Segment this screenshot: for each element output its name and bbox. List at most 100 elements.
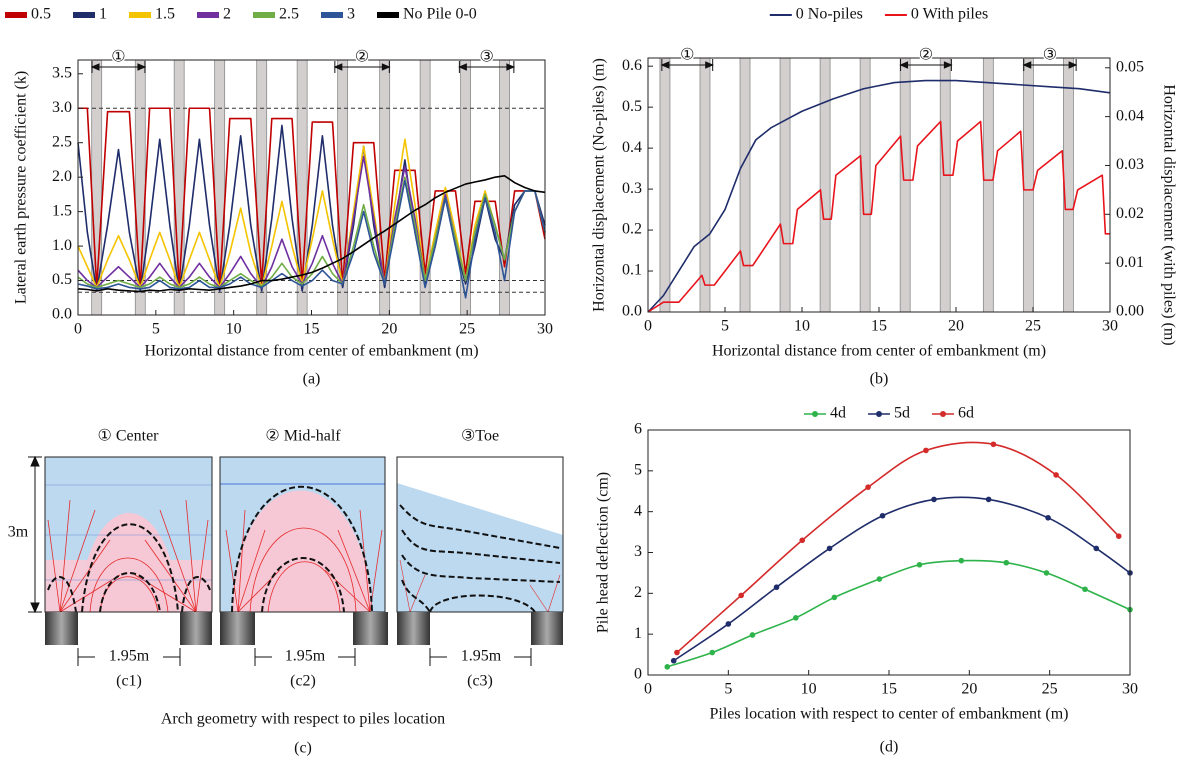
legend-label: 2.5 xyxy=(279,6,299,23)
y-tick-label: 0.5 xyxy=(52,271,72,288)
y-tick-label: 0 xyxy=(634,666,642,683)
pile-band xyxy=(779,57,791,313)
x-tick-label: 30 xyxy=(1102,318,1118,335)
legend-label: 4d xyxy=(830,405,846,422)
x-tick-label: 5 xyxy=(152,321,160,338)
data-point xyxy=(1003,559,1010,566)
legend: 0.5 1 1.5 2 2.5 3 No Pile 0-0 xyxy=(5,6,477,23)
y2-tick-label: 0.00 xyxy=(1116,303,1144,320)
data-point xyxy=(670,657,677,664)
pile-band xyxy=(1063,57,1074,313)
pile-band xyxy=(819,57,831,313)
legend-label: 0 With piles xyxy=(911,6,988,23)
panel-label: (b) xyxy=(870,371,889,388)
data-point xyxy=(709,649,716,656)
series-line xyxy=(667,559,1131,668)
y-tick-label: 0.0 xyxy=(622,303,642,320)
legend: 0 No-piles 0 With piles xyxy=(769,6,988,23)
data-point xyxy=(749,632,756,638)
annotation-label: ③ xyxy=(479,49,493,66)
x-tick-label: 15 xyxy=(881,681,897,698)
annotation-label: ② xyxy=(919,47,933,64)
x-axis-label: Horizontal distance from center of emban… xyxy=(144,343,478,360)
pile-band xyxy=(982,57,994,313)
x-tick-label: 0 xyxy=(74,321,82,338)
panel-label: (a) xyxy=(303,371,321,388)
series-line xyxy=(78,107,546,289)
legend-label: 0.5 xyxy=(31,6,51,23)
data-point xyxy=(916,561,923,568)
y2-tick-label: 0.02 xyxy=(1116,205,1144,222)
data-point xyxy=(931,496,937,503)
y-tick-label: 0.5 xyxy=(622,98,642,115)
annotation-heads xyxy=(660,59,714,71)
span-label: 1.95m xyxy=(285,648,326,665)
x-axis-label: Horizontal distance from center of emban… xyxy=(712,343,1046,360)
c-title: ② Mid-half xyxy=(265,428,341,445)
series-line xyxy=(673,496,1131,662)
annotation-heads xyxy=(90,61,147,73)
x-tick-label: 10 xyxy=(801,681,817,698)
y-tick-label: 0.1 xyxy=(622,262,642,279)
x-tick-label: 0 xyxy=(644,681,652,698)
panel-c: ① Center ② Mid-half ③Toe xyxy=(8,428,564,757)
x-tick-label: 25 xyxy=(459,321,475,338)
sublabel: (c3) xyxy=(467,673,493,690)
x-tick-label: 10 xyxy=(226,321,242,338)
plot-frame xyxy=(647,429,1131,676)
data-point xyxy=(1043,570,1050,576)
plot-frame xyxy=(77,59,546,316)
sublabel: (c2) xyxy=(290,673,316,690)
legend-label: 3 xyxy=(347,6,355,23)
panel-label: (d) xyxy=(880,739,899,756)
x-tick-label: 25 xyxy=(1025,318,1041,335)
y-tick-label: 1.0 xyxy=(52,237,72,254)
series-line xyxy=(676,441,1120,654)
legend-marker xyxy=(876,411,882,417)
data-point xyxy=(879,512,886,519)
span-label: 1.95m xyxy=(461,648,502,665)
caption: Arch geometry with respect to piles loca… xyxy=(161,711,445,728)
x-tick-label: 20 xyxy=(948,318,964,335)
pile-band xyxy=(739,57,751,313)
series-line xyxy=(77,174,546,293)
x-tick-label: 10 xyxy=(794,318,810,335)
data-point xyxy=(958,557,965,564)
x-tick-label: 5 xyxy=(721,318,729,335)
series-line xyxy=(77,155,546,289)
data-point xyxy=(985,496,992,503)
y-tick-label: 3.0 xyxy=(52,99,72,116)
y-tick-label: 1 xyxy=(634,625,642,642)
y-tick-label: 4 xyxy=(634,502,642,519)
data-point xyxy=(1045,514,1051,521)
arch-c1 xyxy=(44,456,213,645)
x-tick-label: 25 xyxy=(1042,681,1058,698)
y-axis-label: Lateral earth pressure coefficient (k) xyxy=(13,71,30,304)
data-point xyxy=(793,615,799,621)
annotation-heads xyxy=(899,59,953,71)
data-point xyxy=(725,621,732,627)
series-line xyxy=(647,120,1110,313)
y-tick-label: 1.5 xyxy=(52,202,72,219)
c-title: ① Center xyxy=(98,428,160,445)
sublabel: (c1) xyxy=(116,673,142,690)
annotation-label: ① xyxy=(680,47,694,64)
data-point xyxy=(664,664,671,670)
span-arrows xyxy=(77,648,532,666)
data-point xyxy=(799,537,806,544)
pile-band xyxy=(1022,57,1034,313)
legend-marker xyxy=(940,411,946,417)
legend-label: 6d xyxy=(958,405,974,422)
data-point xyxy=(1093,545,1100,552)
x-axis-label: Piles location with respect to center of… xyxy=(710,706,1069,723)
data-point xyxy=(876,576,883,582)
legend-label: 0 No-piles xyxy=(796,6,863,23)
legend-label: 5d xyxy=(894,405,910,422)
chart: 0 5 10 15 20 25 30 0.0 0.5 1.0 1.5 2.0 2.5 3.0 3.5 ① ② ③ H… xyxy=(5,6,553,388)
y2-axis-label: Horizontal displacement (with piles) (m) xyxy=(1160,84,1177,345)
x-tick-label: 5 xyxy=(724,681,732,698)
y-tick-label: 3 xyxy=(634,543,642,560)
legend-label: 1 xyxy=(99,6,107,23)
pile-band xyxy=(939,57,951,313)
